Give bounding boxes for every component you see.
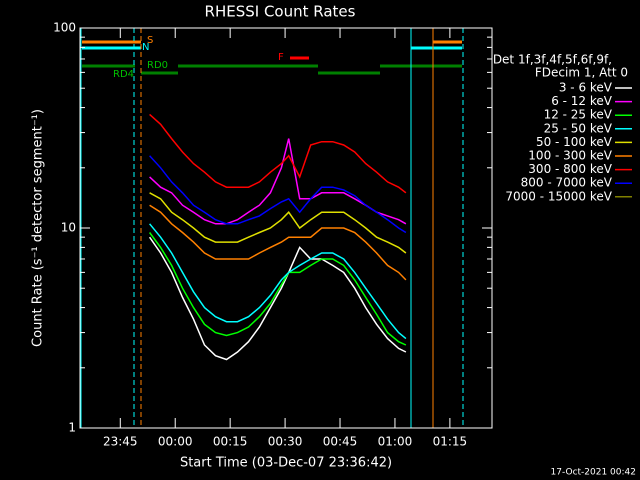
legend-label: 800 - 7000 keV bbox=[521, 176, 613, 190]
legend-label: 25 - 50 keV bbox=[544, 121, 613, 135]
legend-label: 12 - 25 keV bbox=[544, 108, 613, 122]
series-line bbox=[149, 204, 407, 281]
legend-label: 7000 - 15000 keV bbox=[505, 189, 612, 203]
series-line bbox=[149, 138, 407, 225]
series-line bbox=[149, 223, 407, 340]
series-line bbox=[148, 232, 407, 346]
series-line bbox=[149, 192, 407, 254]
x-tick-label: 23:45 bbox=[103, 435, 138, 449]
legend-header: Det 1f,3f,4f,5f,6f,9f, bbox=[493, 53, 612, 67]
flag-label: RD0 bbox=[147, 60, 168, 71]
flag-label: S bbox=[147, 35, 153, 46]
legend-label: 300 - 800 keV bbox=[528, 162, 612, 176]
legend-label: 6 - 12 keV bbox=[551, 94, 613, 108]
series-line bbox=[149, 155, 407, 234]
x-tick-label: 00:15 bbox=[213, 435, 248, 449]
legend-label: 3 - 6 keV bbox=[559, 81, 613, 95]
series-line bbox=[148, 236, 407, 361]
plot-frame bbox=[79, 27, 493, 429]
legend-header: FDecim 1, Att 0 bbox=[535, 66, 628, 80]
flag-label: F bbox=[278, 52, 284, 63]
x-tick-label: 01:00 bbox=[378, 435, 413, 449]
markers bbox=[80, 28, 464, 428]
flag-label: N bbox=[142, 42, 149, 53]
series-line bbox=[149, 113, 407, 194]
chart-title: RHESSI Count Rates bbox=[205, 3, 356, 21]
y-axis-label: Count Rate (s⁻¹ detector segment⁻¹) bbox=[31, 109, 46, 347]
x-tick-label: 00:45 bbox=[323, 435, 358, 449]
x-tick-label: 00:30 bbox=[268, 435, 303, 449]
flag-label: RD4 bbox=[113, 69, 134, 80]
flags bbox=[82, 40, 462, 75]
footer: 17-Oct-2021 00:42 bbox=[551, 468, 636, 478]
legend-label: 100 - 300 keV bbox=[528, 149, 612, 163]
legend-label: 50 - 100 keV bbox=[536, 135, 613, 149]
x-axis-label: Start Time (03-Dec-07 23:36:42) bbox=[180, 456, 392, 471]
y-tick-label: 1 bbox=[68, 421, 76, 435]
y-tick-label: 100 bbox=[53, 21, 76, 35]
y-tick-label: 10 bbox=[61, 221, 76, 235]
x-tick-label: 01:15 bbox=[433, 435, 468, 449]
x-tick-label: 00:00 bbox=[158, 435, 193, 449]
